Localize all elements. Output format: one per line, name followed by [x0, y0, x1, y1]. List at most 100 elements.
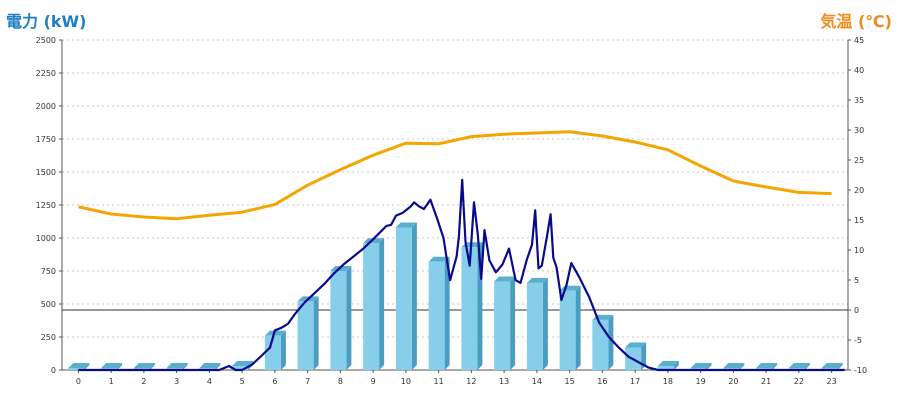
right-tick-label: -5	[854, 336, 862, 345]
power-bar-side	[280, 330, 286, 370]
x-tick-label: 9	[371, 377, 376, 386]
power-bar-top	[690, 363, 712, 368]
power-bar-side	[117, 363, 123, 370]
x-tick-label: 7	[305, 377, 310, 386]
power-bar-side	[411, 222, 417, 370]
left-tick-label: 250	[41, 333, 56, 342]
right-tick-label: 5	[854, 276, 859, 285]
x-tick-label: 20	[728, 377, 738, 386]
right-tick-label: 40	[854, 66, 864, 75]
power-bar-side	[510, 276, 516, 370]
x-tick-label: 8	[338, 377, 343, 386]
power-bar	[494, 281, 511, 370]
x-tick-label: 6	[272, 377, 277, 386]
power-bar-top	[68, 363, 90, 368]
left-tick-label: 1500	[36, 168, 56, 177]
power-bar-top	[395, 222, 417, 228]
x-tick-label: 15	[565, 377, 575, 386]
power-bar-top	[821, 363, 843, 368]
x-tick-label: 0	[76, 377, 81, 386]
x-tick-label: 10	[401, 377, 411, 386]
power-bar-top	[264, 330, 286, 336]
right-tick-label: -10	[854, 366, 867, 375]
power-bar-side	[804, 363, 810, 370]
power-bar	[68, 368, 85, 370]
power-bar-top	[723, 363, 745, 368]
power-bar-side	[346, 266, 352, 370]
right-tick-label: 20	[854, 186, 864, 195]
power-bar	[428, 261, 445, 370]
right-tick-label: 30	[854, 126, 864, 135]
power-bar-side	[673, 361, 679, 370]
power-bar-top	[756, 363, 778, 368]
x-tick-label: 12	[466, 377, 476, 386]
right-tick-label: 45	[854, 36, 864, 45]
left-tick-label: 2500	[36, 36, 56, 45]
power-bar	[592, 319, 609, 370]
x-tick-label: 17	[630, 377, 640, 386]
power-bar	[363, 243, 380, 370]
power-bar	[657, 366, 674, 370]
power-bar-top	[101, 363, 123, 368]
power-bar-top	[232, 361, 254, 367]
left-tick-label: 1750	[36, 135, 56, 144]
power-bar	[232, 366, 249, 370]
left-tick-label: 750	[41, 267, 56, 276]
power-bar-top	[625, 342, 647, 348]
right-tick-label: 25	[854, 156, 864, 165]
power-bar-top	[428, 256, 450, 262]
left-tick-label: 0	[51, 366, 56, 375]
left-tick-label: 500	[41, 300, 56, 309]
power-bar	[297, 301, 314, 370]
x-tick-label: 16	[597, 377, 607, 386]
power-bar-top	[788, 363, 810, 368]
power-bar-side	[706, 363, 712, 370]
power-bar-top	[330, 266, 352, 271]
power-bar-side	[379, 238, 385, 370]
power-bar-side	[575, 285, 581, 370]
temperature-line	[78, 130, 832, 221]
right-tick-label: 10	[854, 246, 864, 255]
x-tick-label: 23	[827, 377, 837, 386]
power-bar-side	[313, 296, 319, 370]
x-tick-label: 19	[696, 377, 706, 386]
x-tick-label: 3	[174, 377, 179, 386]
power-bar-top	[526, 277, 548, 283]
left-tick-label: 1000	[36, 234, 56, 243]
power-bar-side	[149, 363, 155, 370]
left-tick-label: 1250	[36, 201, 56, 210]
power-bar	[395, 227, 412, 370]
power-bar	[526, 282, 543, 370]
power-bar-top	[199, 363, 221, 368]
x-tick-label: 5	[240, 377, 245, 386]
right-tick-label: 15	[854, 216, 864, 225]
x-tick-label: 18	[663, 377, 673, 386]
left-tick-label: 2250	[36, 69, 56, 78]
right-tick-label: 0	[854, 306, 859, 315]
power-bar-side	[444, 256, 450, 370]
x-tick-label: 4	[207, 377, 212, 386]
x-tick-label: 21	[761, 377, 771, 386]
power-bar	[559, 290, 576, 370]
x-tick-label: 14	[532, 377, 542, 386]
power-bar-top	[494, 276, 516, 282]
power-bar-side	[739, 363, 745, 370]
x-tick-label: 2	[141, 377, 146, 386]
power-bar-top	[166, 363, 188, 368]
left-axis-title: 電力 (kW)	[6, 12, 87, 31]
x-tick-label: 22	[794, 377, 804, 386]
power-bar-top	[657, 361, 679, 367]
power-bar	[330, 271, 347, 370]
power-bar-top	[363, 238, 385, 244]
power-bar-side	[608, 314, 614, 370]
power-bar-side	[772, 363, 778, 370]
right-axis-title: 気温 (℃)	[820, 12, 892, 31]
power-bar-side	[837, 363, 843, 370]
left-tick-label: 2000	[36, 102, 56, 111]
power-bar	[461, 247, 478, 370]
power-bar-side	[542, 277, 548, 370]
power-bar-side	[215, 363, 221, 370]
power-bar	[264, 335, 281, 370]
x-tick-label: 11	[434, 377, 444, 386]
